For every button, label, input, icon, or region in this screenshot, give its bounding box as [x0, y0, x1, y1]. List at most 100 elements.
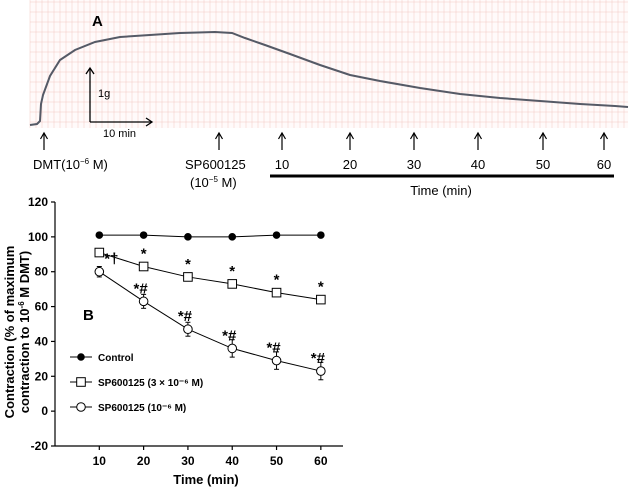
y-tick-label: 100	[28, 230, 48, 244]
event-arrowhead	[214, 131, 224, 140]
y-tick-label: 60	[35, 300, 49, 314]
legend-marker	[77, 353, 85, 361]
y-axis-label-line1: Contraction (% of maximum	[2, 246, 17, 419]
data-point	[94, 247, 105, 258]
significance-label: *	[274, 272, 280, 289]
event-arrowhead	[39, 131, 49, 140]
data-point	[316, 294, 326, 305]
legend-marker	[76, 402, 86, 412]
event-arrowhead	[345, 131, 355, 140]
event-arrows	[39, 131, 609, 150]
chart-series: * * * * * *† *# *# *# *# *#	[94, 231, 326, 381]
y-axis-label-line2-end: M DMT)	[17, 251, 32, 302]
timepoint-label: 60	[597, 157, 611, 172]
data-point	[271, 287, 282, 298]
chart-axes	[51, 201, 343, 450]
legend-item: SP600125 (10⁻⁶ M)	[70, 402, 186, 414]
panel-b-label: B	[83, 307, 94, 324]
significance-label: *#	[178, 308, 193, 325]
data-point	[184, 233, 192, 241]
event-arrowhead	[277, 131, 287, 140]
legend-item: Control	[70, 353, 134, 364]
x-axis-label: Time (min)	[173, 472, 239, 487]
legend-marker	[76, 377, 86, 387]
x-tick-labels: 10 20 30 40 50 60	[93, 454, 328, 468]
tension-trace	[29, 30, 629, 126]
significance-label: *†	[104, 251, 118, 268]
x-tick-label: 20	[137, 454, 151, 468]
recording-paper	[30, 0, 628, 128]
dmt-conc-close: M)	[89, 157, 108, 172]
significance-label: *	[229, 263, 235, 280]
data-point	[316, 366, 326, 376]
series-2: *† *# *# *# *# *#	[94, 251, 326, 381]
sp-marker-conc: (10−5 M)	[190, 175, 237, 190]
data-point	[271, 355, 282, 366]
x-tick-label: 60	[314, 454, 328, 468]
data-point	[183, 272, 193, 282]
data-point	[227, 343, 238, 354]
data-point	[227, 279, 238, 289]
timepoint-label: 10	[275, 157, 289, 172]
data-point	[95, 231, 104, 239]
data-point	[228, 233, 237, 241]
significance-label: *#	[222, 327, 237, 344]
dmt-name: DMT	[33, 157, 61, 172]
dmt-conc-exp: −6	[80, 157, 90, 166]
sp-conc-exp: −5	[209, 175, 219, 184]
data-point	[94, 266, 105, 277]
event-arrowhead	[409, 131, 419, 140]
significance-label: *#	[266, 340, 281, 357]
timepoint-label: 30	[407, 157, 421, 172]
event-arrowhead	[538, 131, 548, 140]
event-arrowhead	[599, 131, 609, 140]
y-tick-label: 0	[41, 404, 48, 418]
y-axis-label-exp: -6	[17, 301, 26, 309]
legend-item: SP600125 (3 × 10⁻⁶ M)	[70, 377, 203, 389]
significance-label: *	[318, 279, 324, 296]
y-tick-label: 120	[28, 195, 48, 209]
x-tick-label: 30	[181, 454, 195, 468]
significance-label: *#	[134, 280, 149, 297]
legend-label: Control	[98, 353, 134, 364]
x-tick-label: 10	[93, 454, 107, 468]
data-point	[138, 261, 149, 272]
y-tick-label: 80	[35, 265, 49, 279]
timepoint-label: 20	[343, 157, 357, 172]
y-tick-label: -20	[31, 439, 49, 453]
x-tick-label: 40	[226, 454, 240, 468]
series-line	[99, 271, 321, 372]
sp-marker-name: SP600125	[185, 157, 246, 172]
data-point	[139, 231, 148, 239]
series-1: * * * * *	[94, 245, 326, 305]
x-tick-label: 50	[270, 454, 284, 468]
series-line	[99, 252, 321, 301]
chart-legend: Control SP600125 (3 × 10⁻⁶ M) SP600125 (10…	[70, 353, 203, 414]
y-axis-label: Contraction (% of maximum contraction to…	[2, 246, 32, 419]
time-axis-label: Time (min)	[410, 183, 472, 198]
y-tick-labels: -20 0 20 40 60 80 100 120	[28, 195, 48, 453]
y-axis-label-line2-start: contraction to 10	[17, 308, 32, 413]
series-0	[95, 231, 325, 241]
legend-label: SP600125 (10⁻⁶ M)	[98, 403, 186, 414]
series-line	[99, 234, 321, 238]
data-point	[272, 231, 281, 239]
sp-conc-open: (10	[190, 175, 209, 190]
scale-bar-horizontal-label: 10 min	[103, 128, 136, 140]
recording-grid	[29, 0, 628, 128]
timepoint-label: 50	[536, 157, 550, 172]
event-arrowhead	[473, 131, 483, 140]
data-point	[138, 296, 149, 307]
y-tick-label: 20	[35, 369, 49, 383]
panel-a-label: A	[92, 13, 103, 30]
scale-bar-vertical-label: 1g	[98, 88, 110, 100]
legend-label: SP600125 (3 × 10⁻⁶ M)	[98, 378, 203, 389]
dmt-conc-open: (10	[61, 157, 80, 172]
dmt-marker-label: DMT(10−6 M)	[33, 157, 108, 172]
sp-conc-close: M)	[218, 175, 237, 190]
timepoint-label: 40	[471, 157, 485, 172]
panel-a: A 1g 10 min DMT(10−6 M) SP600125 (10−5 M…	[29, 0, 629, 198]
significance-label: *	[185, 256, 191, 273]
